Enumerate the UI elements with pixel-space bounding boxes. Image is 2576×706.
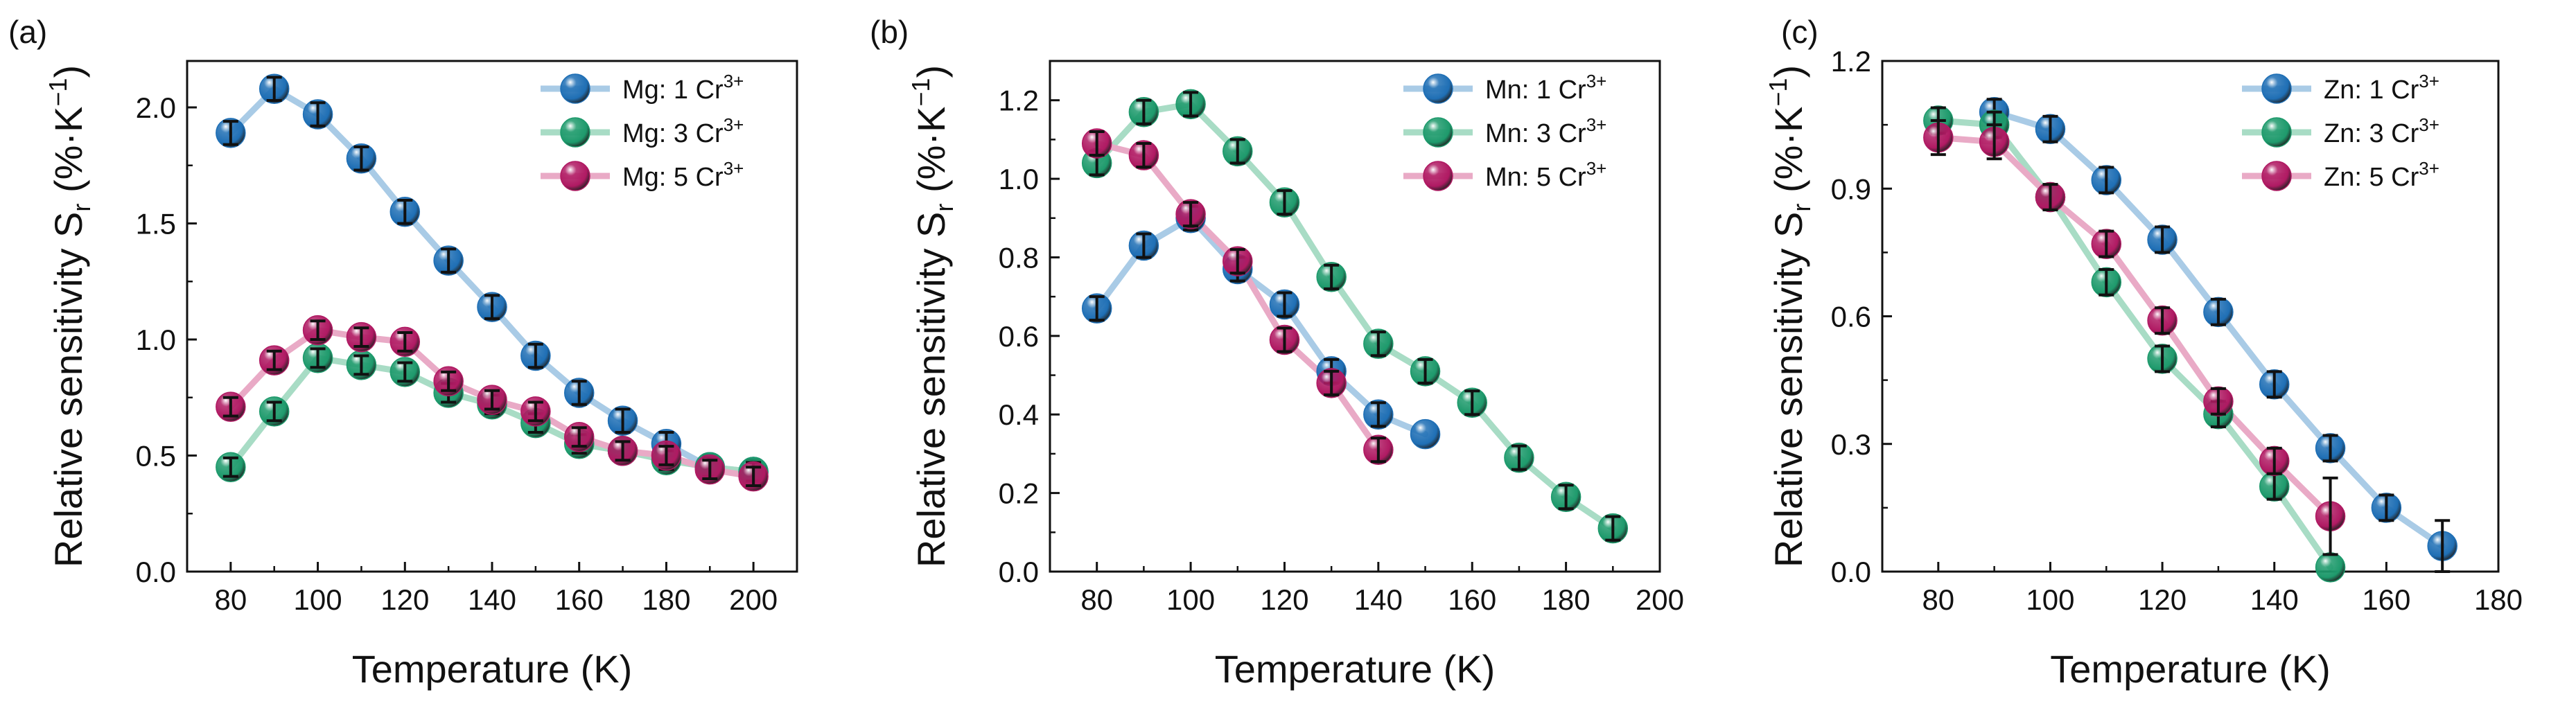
panel-c-xtick-label: 100 <box>2026 583 2074 616</box>
panel-b-legend-entry-3: Mn: 5 Cr3+ <box>1403 158 1606 192</box>
panel-b-legend-marker <box>1423 73 1453 104</box>
panel-c-ylabel: Relative sensitivity Sr (%·K−1) <box>1764 65 1816 567</box>
panel-a-legend-marker <box>560 117 590 148</box>
panel-a-xtick-label: 160 <box>555 583 604 616</box>
panel-c-xtick-label: 160 <box>2362 583 2410 616</box>
panel-b-series-line-3 <box>1094 140 1382 453</box>
panel-b-ytick-label: 1.0 <box>999 163 1039 195</box>
panel-a-ytick-label: 1.0 <box>136 324 176 356</box>
panel-b-xtick-label: 120 <box>1260 583 1308 616</box>
panel-b-xtick-label: 80 <box>1080 583 1113 616</box>
panel-c-xtick-label: 120 <box>2138 583 2187 616</box>
panel-c-legend-entry-2: Zn: 3 Cr3+ <box>2242 114 2439 148</box>
panel-c-legend-entry-1: Zn: 1 Cr3+ <box>2242 71 2439 105</box>
panel-c-ytick-label: 0.9 <box>1831 173 1871 205</box>
panel-a: (a) 80 100 120 140 160 180 200 0.0 0.5 1.0 1.5 2.0 Te… <box>8 14 798 691</box>
panel-b-legend-marker <box>1423 117 1453 148</box>
panel-b-ytick-label: 0.8 <box>999 241 1039 274</box>
panel-b-legend-entry-1: Mn: 1 Cr3+ <box>1403 71 1606 105</box>
panel-b-ytick-label: 0.6 <box>999 320 1039 353</box>
panel-c-ytick-label: 1.2 <box>1831 45 1871 78</box>
panel-a-xtick-label: 180 <box>642 583 690 616</box>
panel-b-axes-frame <box>1049 60 1661 573</box>
panel-a-legend-marker <box>560 161 590 191</box>
panel-c-xtick-label: 180 <box>2474 583 2523 616</box>
panel-b-label: (b) <box>870 14 909 50</box>
panel-c-legend-entry-3: Zn: 5 Cr3+ <box>2242 158 2439 192</box>
panel-b-ytick-label: 0.4 <box>999 398 1039 431</box>
panel-b-data-point <box>1410 418 1441 450</box>
panel-c-legend-label: Zn: 5 Cr3+ <box>2324 158 2439 192</box>
panel-a-legend-entry-2: Mg: 3 Cr3+ <box>541 114 744 148</box>
panel-b-xtick-label: 200 <box>1636 583 1684 616</box>
panel-a-legend-label: Mg: 3 Cr3+ <box>622 114 744 148</box>
panel-a-ytick-label: 1.5 <box>136 208 176 240</box>
panel-c-xtick-label: 80 <box>1922 583 1954 616</box>
panel-b-ytick-label: 0.2 <box>999 477 1039 510</box>
panel-a-xtick-label: 120 <box>380 583 429 616</box>
panel-a-ytick-label: 0.5 <box>136 440 176 473</box>
panel-a-ylabel: Relative sensitivity Sr (%·K−1) <box>44 65 96 567</box>
panel-b-xtick-label: 100 <box>1166 583 1215 616</box>
panel-b-xtick-label: 160 <box>1448 583 1496 616</box>
panel-c-ytick-label: 0.0 <box>1831 556 1871 588</box>
panel-a-xtick-label: 200 <box>729 583 778 616</box>
panel-b-legend-entry-2: Mn: 3 Cr3+ <box>1403 114 1606 148</box>
panel-c-legend-label: Zn: 1 Cr3+ <box>2324 71 2439 105</box>
panel-a-legend-label: Mg: 1 Cr3+ <box>622 71 744 105</box>
panel-b-xtick-label: 140 <box>1354 583 1403 616</box>
panel-b-legend-label: Mn: 5 Cr3+ <box>1485 158 1606 192</box>
panel-a-ytick-label: 2.0 <box>136 91 176 124</box>
panel-a-legend-entry-1: Mg: 1 Cr3+ <box>541 71 744 105</box>
panel-b-xlabel: Temperature (K) <box>1215 647 1496 691</box>
panel-a-legend-label: Mg: 5 Cr3+ <box>622 158 744 192</box>
panel-c-ytick-label: 0.6 <box>1831 301 1871 333</box>
panel-b-legend-marker <box>1423 161 1453 191</box>
panel-a-xlabel: Temperature (K) <box>352 647 633 691</box>
panel-b-xtick-label: 180 <box>1542 583 1591 616</box>
panel-b-ytick-label: 0.0 <box>999 556 1039 588</box>
panel-c-label: (c) <box>1781 14 1819 50</box>
panel-b-ylabel: Relative sensitivity Sr (%·K−1) <box>906 65 958 567</box>
panel-a-legend-entry-3: Mg: 5 Cr3+ <box>541 158 744 192</box>
panel-b-legend-label: Mn: 3 Cr3+ <box>1485 114 1606 148</box>
panel-c: (c) 80 100 120 140 160 180 0.0 0.3 0.6 0.9 1.2 Tempe… <box>1764 14 2523 691</box>
panel-c-legend-marker <box>2261 117 2292 148</box>
panel-c-legend-marker <box>2261 161 2292 191</box>
panel-a-xtick-label: 100 <box>294 583 342 616</box>
panel-c-legend-label: Zn: 3 Cr3+ <box>2324 114 2439 148</box>
panel-b: (b) 80 100 120 140 160 180 200 0.0 0.2 0.4 0.6 0.8 1.… <box>870 14 1684 691</box>
panel-c-legend-marker <box>2261 73 2292 104</box>
panel-a-label: (a) <box>8 14 47 50</box>
panel-c-ytick-label: 0.3 <box>1831 428 1871 461</box>
panel-a-legend-marker <box>560 73 590 104</box>
panel-b-legend-label: Mn: 1 Cr3+ <box>1485 71 1606 105</box>
panel-a-xtick-label: 140 <box>468 583 516 616</box>
panel-c-data-point <box>2315 552 2346 583</box>
panel-c-xtick-label: 140 <box>2250 583 2299 616</box>
panel-c-xlabel: Temperature (K) <box>2050 647 2331 691</box>
panel-b-ytick-label: 1.2 <box>999 85 1039 117</box>
panel-a-xtick-label: 80 <box>214 583 247 616</box>
panel-a-ytick-label: 0.0 <box>136 556 176 588</box>
